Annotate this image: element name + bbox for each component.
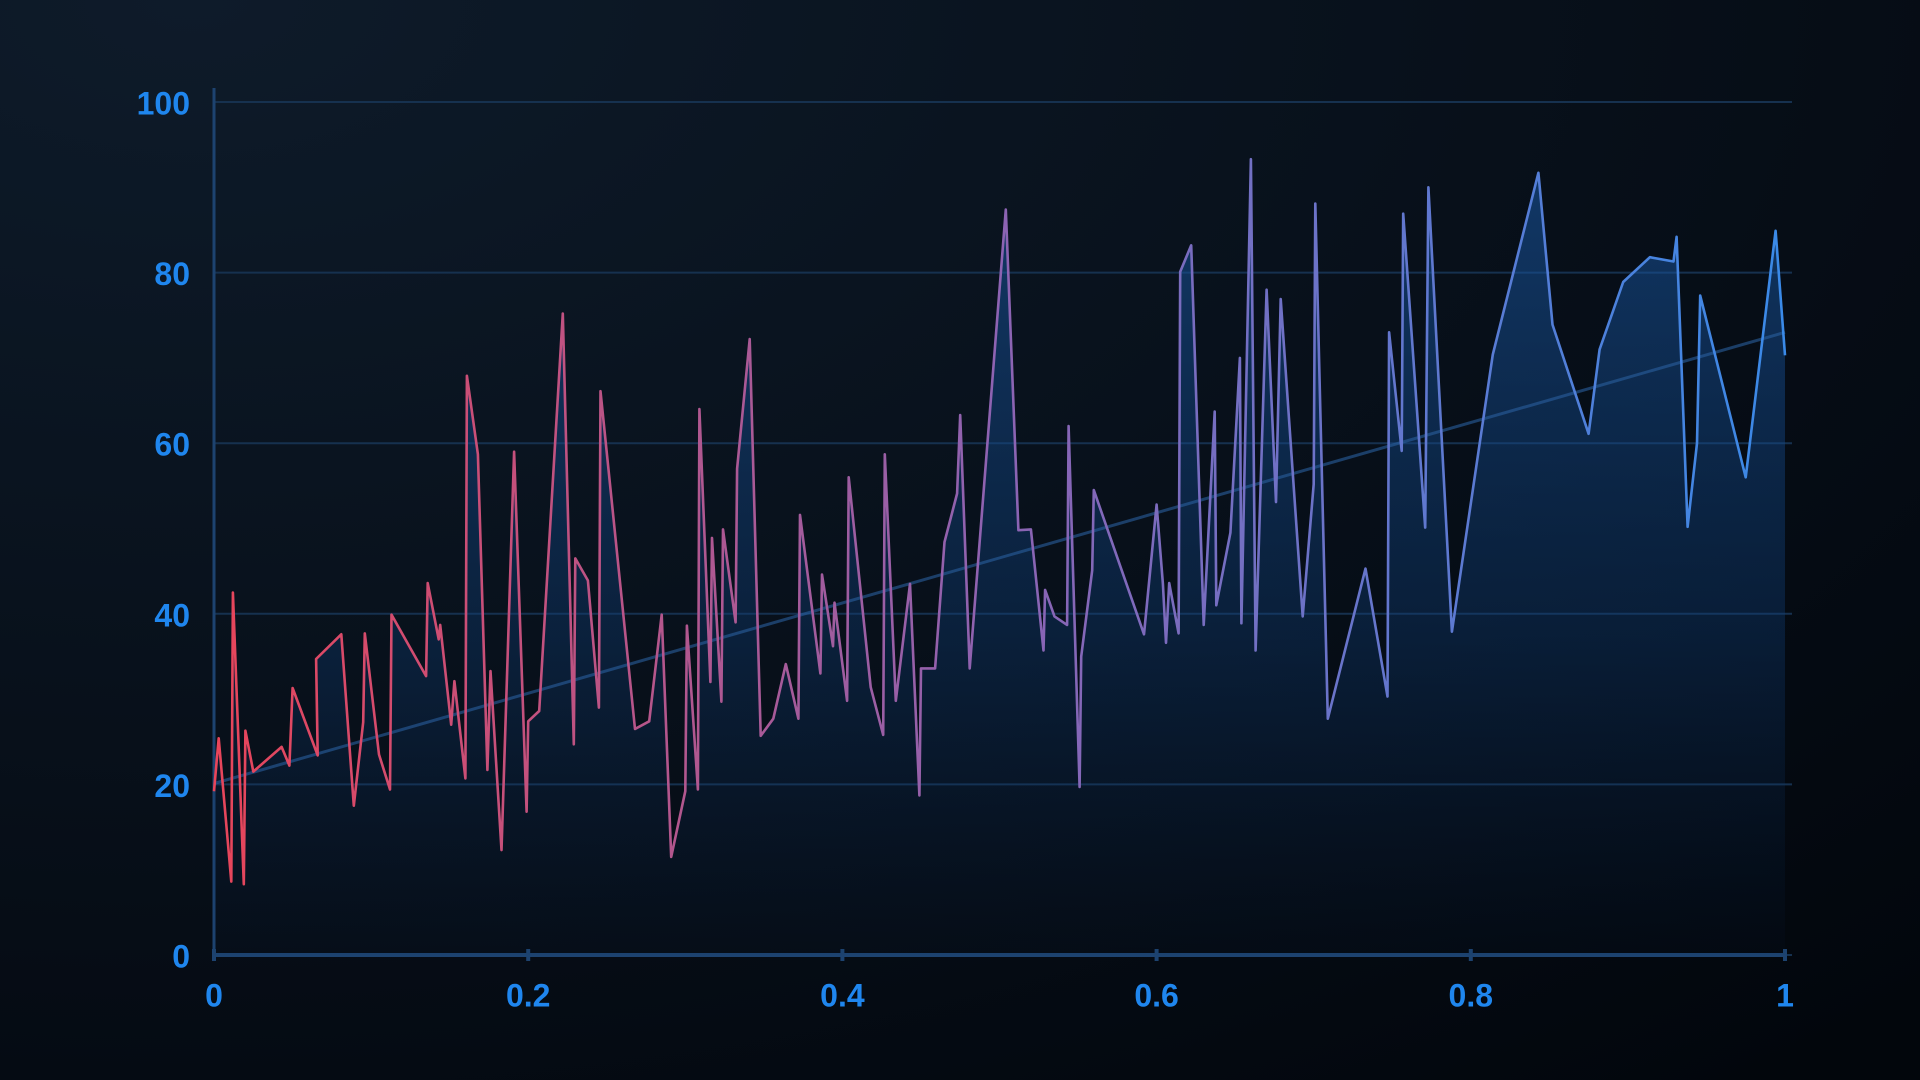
y-tick-label: 100 bbox=[137, 85, 190, 121]
trend-line bbox=[213, 330, 1786, 785]
x-tick-label: 0.4 bbox=[820, 977, 865, 1013]
x-tick-label: 0.6 bbox=[1134, 977, 1178, 1013]
y-tick-label: 20 bbox=[154, 768, 190, 804]
x-tick-label: 1 bbox=[1776, 977, 1794, 1013]
x-tick-label: 0.8 bbox=[1449, 977, 1493, 1013]
line bbox=[212, 157, 1787, 886]
x-tick-label: 0.2 bbox=[506, 977, 550, 1013]
x-tick-label: 0 bbox=[205, 977, 223, 1013]
y-tick-label: 0 bbox=[172, 938, 190, 974]
y-tick-label: 80 bbox=[154, 256, 190, 292]
y-tick-label: 60 bbox=[154, 427, 190, 463]
y-tick-label: 40 bbox=[154, 597, 190, 633]
